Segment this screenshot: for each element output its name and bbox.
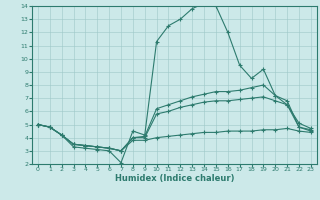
X-axis label: Humidex (Indice chaleur): Humidex (Indice chaleur) (115, 174, 234, 183)
